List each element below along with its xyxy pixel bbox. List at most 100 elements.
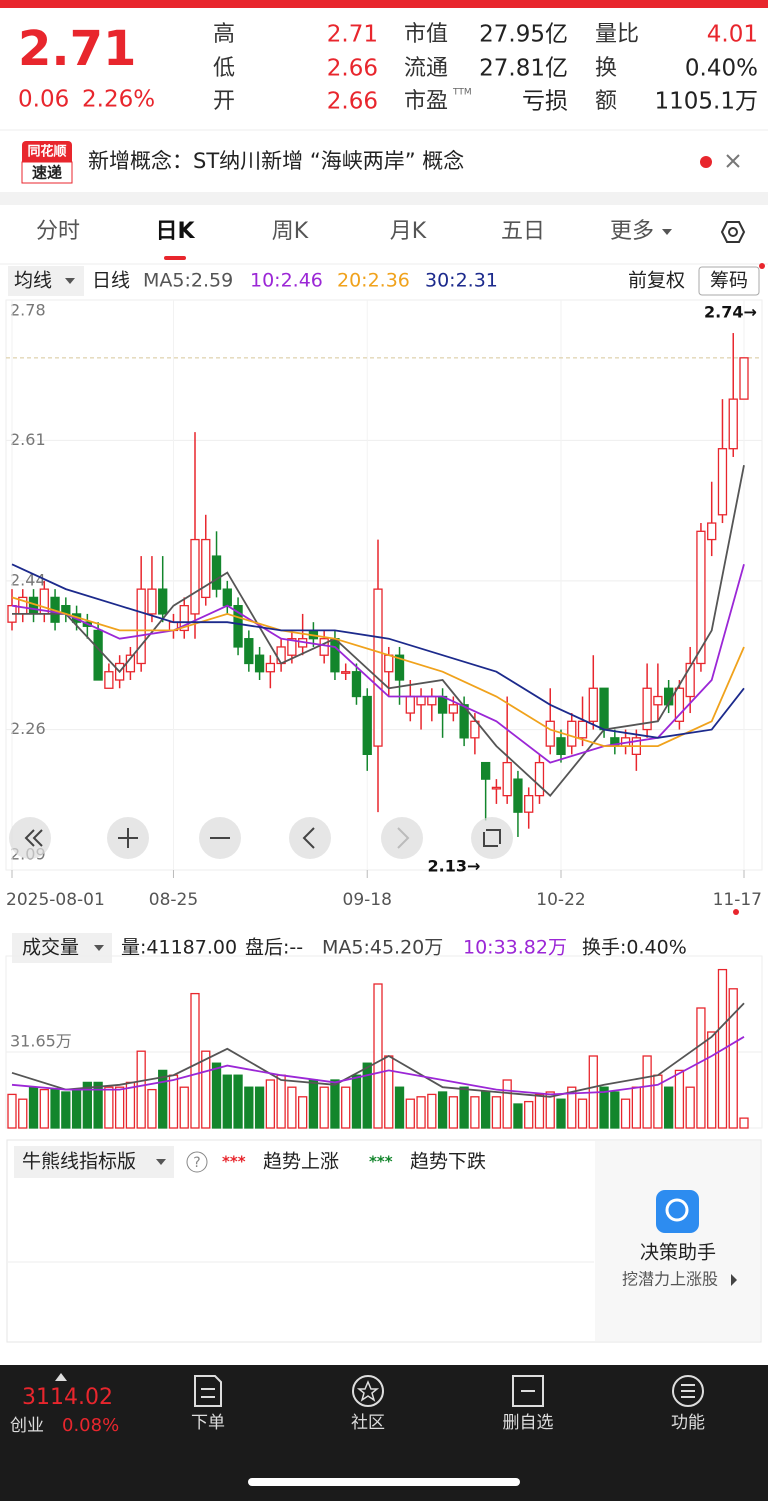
volume-ma-legend: MA5:45.20万 bbox=[322, 937, 443, 959]
nav-button[interactable] bbox=[381, 817, 423, 859]
ma-line bbox=[11, 563, 745, 739]
change-pct: 2.26% bbox=[82, 87, 155, 113]
volume-bar bbox=[330, 1079, 340, 1129]
volume-bar bbox=[534, 1093, 545, 1129]
stat-value: 4.01 bbox=[707, 22, 758, 48]
assistant-icon[interactable] bbox=[656, 1190, 699, 1233]
candle-body bbox=[158, 588, 168, 615]
volume-bar bbox=[545, 1091, 555, 1129]
volume-bar bbox=[599, 1086, 609, 1129]
volume-bar bbox=[524, 1100, 534, 1129]
candle-body bbox=[222, 588, 232, 607]
candle-body bbox=[190, 538, 200, 615]
candle-body bbox=[567, 720, 577, 747]
select-arrow bbox=[94, 945, 104, 951]
ma-line bbox=[11, 1002, 745, 1098]
tab[interactable]: 更多 bbox=[610, 219, 654, 244]
assistant-subtitle: 挖潜力上涨股 bbox=[622, 1270, 718, 1289]
volume-bar bbox=[104, 1086, 114, 1129]
tab[interactable]: 日K bbox=[155, 219, 195, 244]
nav-button[interactable] bbox=[289, 817, 331, 859]
help-mark: ? bbox=[193, 1155, 200, 1171]
help-icon[interactable] bbox=[186, 1151, 208, 1173]
chart-frame bbox=[5, 299, 763, 871]
y-tick-label: 2.44 bbox=[10, 570, 46, 589]
bottom-item[interactable]: 社区 bbox=[351, 1413, 385, 1433]
assistant-icon-glass bbox=[665, 1198, 689, 1222]
after-hours: 盘后:-- bbox=[245, 937, 303, 959]
bull-select[interactable] bbox=[14, 1146, 174, 1178]
function-icon bbox=[672, 1375, 704, 1407]
candle-body bbox=[524, 795, 534, 813]
volume-bar bbox=[244, 1086, 254, 1129]
candle-body bbox=[599, 687, 609, 731]
volume-bar bbox=[373, 983, 383, 1129]
close-icon[interactable] bbox=[726, 154, 740, 168]
bottom-item[interactable]: 下单 bbox=[191, 1413, 225, 1433]
candle-body bbox=[201, 538, 211, 599]
tab[interactable]: 五日 bbox=[501, 219, 545, 244]
candle-body bbox=[351, 671, 362, 698]
bottom-item[interactable]: 删自选 bbox=[503, 1413, 554, 1433]
candle-body bbox=[384, 654, 394, 673]
more-arrow bbox=[662, 229, 672, 235]
candle-body bbox=[93, 629, 103, 681]
function-lines bbox=[681, 1384, 695, 1398]
up-label: 趋势上涨 bbox=[263, 1151, 339, 1173]
index-value: 3114.02 bbox=[22, 1385, 113, 1410]
select-arrow bbox=[156, 1159, 166, 1165]
nav-icon bbox=[118, 828, 138, 848]
community-star bbox=[356, 1380, 380, 1402]
candle-body bbox=[373, 588, 383, 747]
nav-icon bbox=[302, 827, 315, 849]
news-text[interactable]: 新增概念：ST纳川新增 “海峡两岸” 概念 bbox=[88, 149, 464, 173]
ttm-mark: TTM bbox=[452, 88, 472, 98]
adjust[interactable]: 前复权 bbox=[628, 270, 685, 292]
volume-bar bbox=[480, 1091, 491, 1129]
volume-bar bbox=[297, 1096, 308, 1129]
volume-bar bbox=[39, 1088, 49, 1129]
candle-body bbox=[104, 671, 114, 689]
candle-body bbox=[233, 605, 243, 648]
candle-body bbox=[394, 654, 405, 681]
chips-button[interactable] bbox=[698, 266, 760, 296]
bottom-item[interactable]: 功能 bbox=[671, 1413, 705, 1433]
ma-legend: MA5:2.59 bbox=[143, 270, 233, 292]
volume-bar bbox=[642, 1055, 652, 1129]
candle-body bbox=[674, 687, 685, 722]
y-tick-label: 2.26 bbox=[10, 719, 46, 738]
nav-button[interactable] bbox=[9, 817, 51, 859]
low-annotation: 2.13→ bbox=[428, 857, 481, 876]
volume-bar bbox=[470, 1096, 480, 1129]
volume-bar bbox=[459, 1086, 469, 1129]
high-annotation: 2.74→ bbox=[704, 303, 757, 322]
nav-icon bbox=[397, 827, 410, 849]
news-dot bbox=[700, 156, 712, 168]
volume-select[interactable] bbox=[12, 933, 112, 963]
candle-body bbox=[362, 695, 372, 755]
candle-body bbox=[545, 720, 555, 747]
candle-body bbox=[265, 662, 276, 673]
volume-bar bbox=[405, 1098, 415, 1129]
news-logo-bottom bbox=[21, 161, 73, 184]
candle-body bbox=[416, 695, 426, 706]
settings-icon[interactable] bbox=[720, 221, 746, 243]
candle-body bbox=[147, 588, 157, 615]
nav-button[interactable] bbox=[471, 817, 513, 859]
volume-bar bbox=[620, 1098, 631, 1129]
ma-legend: 30:2.31 bbox=[425, 270, 498, 292]
chips: 筹码 bbox=[710, 270, 748, 292]
tab[interactable]: 月K bbox=[390, 219, 427, 244]
volume-bar bbox=[114, 1086, 125, 1129]
volume-bar bbox=[211, 1062, 222, 1129]
turnover: 换手:0.40% bbox=[582, 937, 687, 959]
remove-icon bbox=[512, 1375, 544, 1407]
tab[interactable]: 分时 bbox=[36, 219, 80, 244]
stat-value: 27.95亿 bbox=[479, 22, 568, 48]
stat-value: 1105.1万 bbox=[655, 89, 758, 115]
volume-bar bbox=[663, 1086, 674, 1129]
change: 0.06 bbox=[18, 87, 69, 113]
volume-bar bbox=[696, 1007, 706, 1129]
volume-bar bbox=[136, 1050, 146, 1129]
tab[interactable]: 周K bbox=[272, 219, 309, 244]
